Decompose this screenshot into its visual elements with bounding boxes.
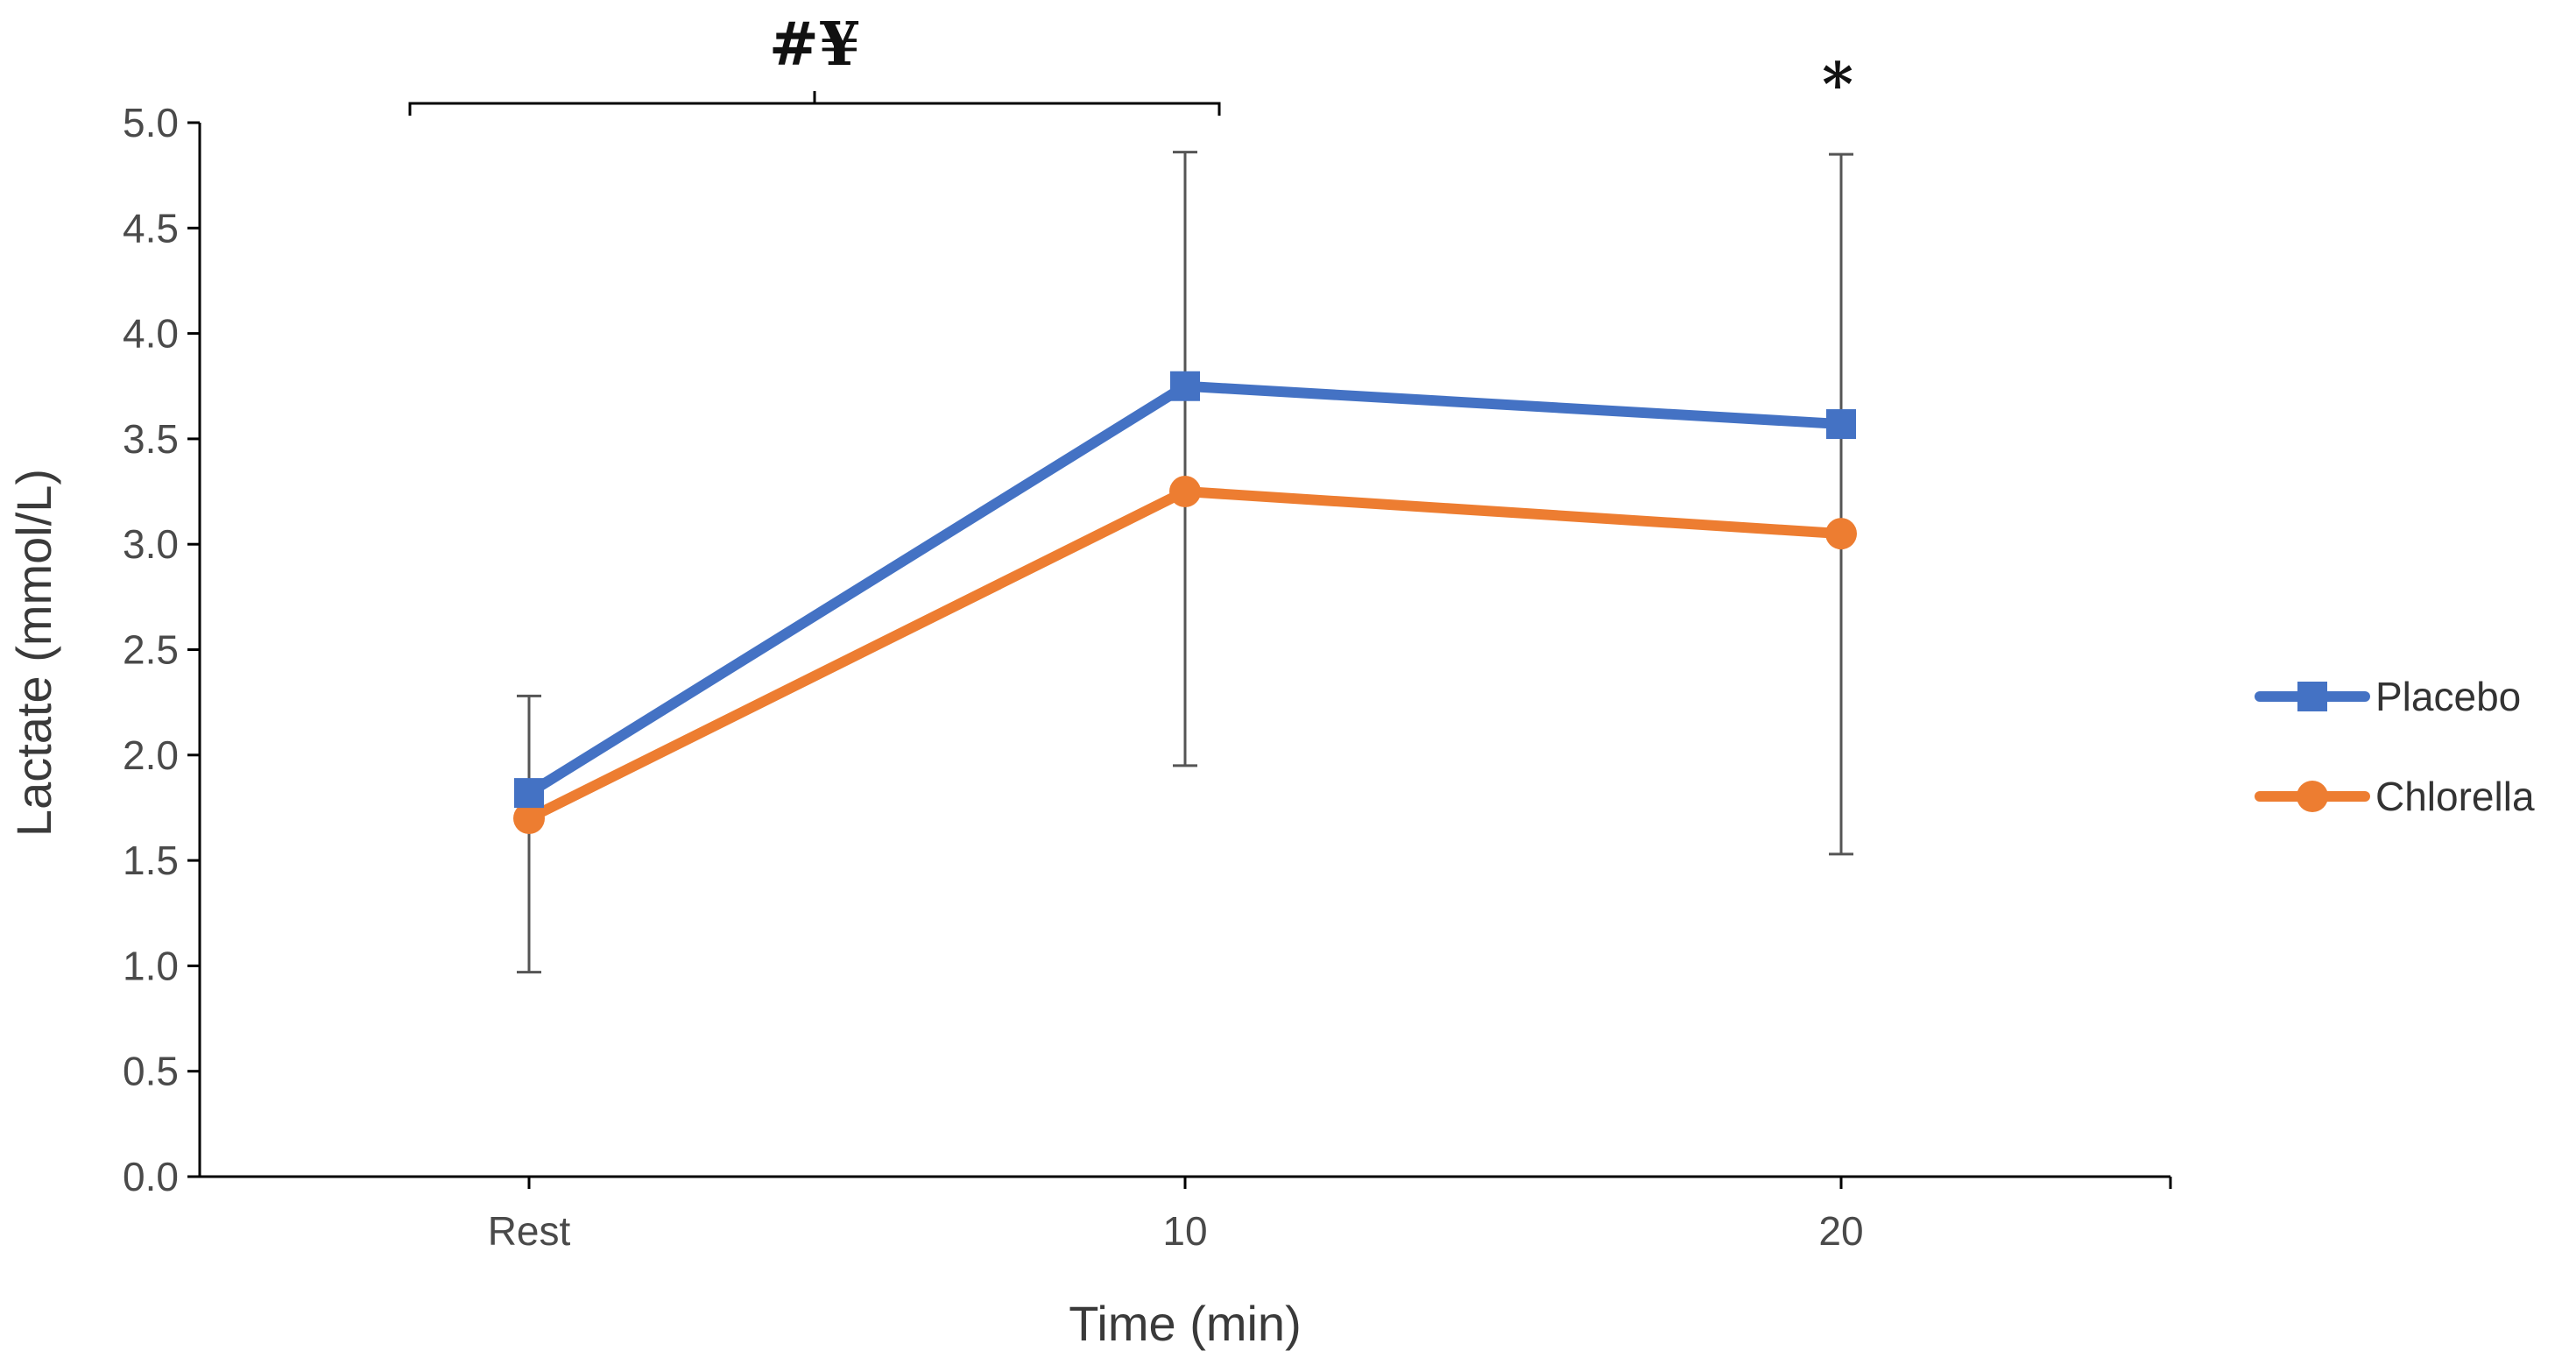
data-point-chlorella: [1825, 518, 1857, 550]
annotation-asterisk: *: [1822, 50, 1853, 120]
y-tick-label: 0.0: [123, 1154, 179, 1199]
x-tick-label: Rest: [488, 1208, 571, 1254]
legend-marker-placebo: [2297, 682, 2327, 711]
legend-label-placebo: Placebo: [2375, 674, 2521, 719]
data-point-chlorella: [513, 802, 545, 834]
legend-marker-chlorella: [2297, 781, 2328, 812]
legend: Placebo Chlorella: [2255, 674, 2535, 819]
x-tick-label: 20: [1818, 1208, 1863, 1254]
y-tick-label: 5.0: [123, 100, 179, 145]
y-tick-label: 2.0: [123, 732, 179, 778]
legend-label-chlorella: Chlorella: [2375, 774, 2535, 819]
y-tick-label: 1.5: [123, 838, 179, 883]
y-tick-label: 4.0: [123, 311, 179, 357]
data-point-placebo: [1826, 409, 1856, 440]
y-tick-label: 3.0: [123, 521, 179, 567]
y-axis-title: Lactate (mmol/L): [6, 469, 61, 837]
y-tick-label: 0.5: [123, 1049, 179, 1094]
x-axis-title: Time (min): [1069, 1296, 1301, 1351]
y-tick-label: 4.5: [123, 205, 179, 251]
y-axis-title-group: Lactate (mmol/L): [6, 469, 61, 837]
data-point-placebo: [514, 778, 544, 809]
y-tick-label: 2.5: [123, 627, 179, 673]
data-point-placebo: [1170, 371, 1200, 401]
y-tick-label: 3.5: [123, 416, 179, 462]
data-point-chlorella: [1169, 476, 1201, 508]
x-tick-label: 10: [1162, 1208, 1207, 1254]
y-tick-label: 1.0: [123, 943, 179, 988]
annotation-hash-yen: #¥: [769, 10, 860, 80]
bracket-line: [408, 102, 1221, 116]
significance-bracket: [408, 91, 1221, 116]
